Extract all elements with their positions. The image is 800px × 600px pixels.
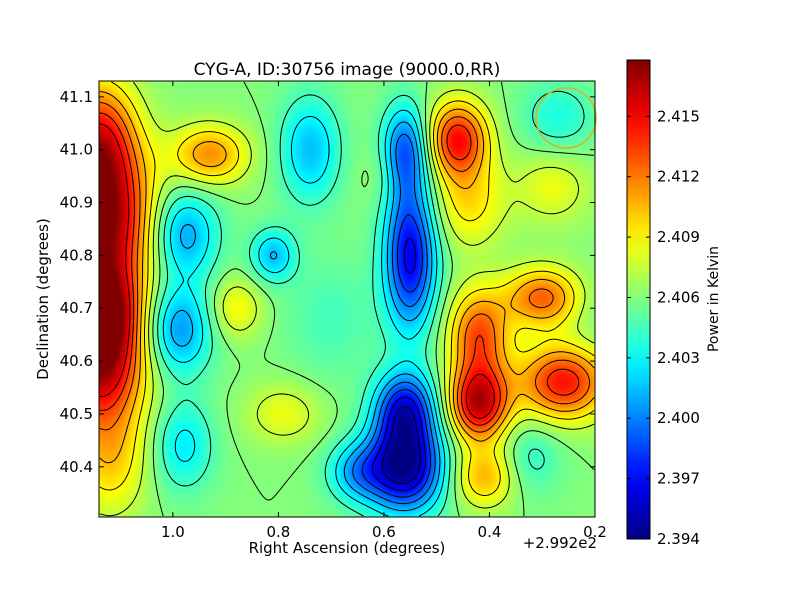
colorbar-label: Power in Kelvin bbox=[706, 246, 722, 352]
x-axis-label: Right Ascension (degrees) bbox=[249, 539, 446, 557]
contour-level-2 bbox=[361, 214, 431, 498]
heatmap-image bbox=[99, 81, 595, 517]
contour-level-8 bbox=[99, 81, 595, 517]
contour-level-3 bbox=[352, 133, 436, 505]
x-axis: 1.0 0.8 0.6 0.4 0.2 bbox=[161, 81, 607, 541]
colorbar-tick-label: 2.400 bbox=[657, 409, 700, 427]
contour-level-7 bbox=[152, 81, 595, 517]
colorbar-tick-label: 2.415 bbox=[657, 107, 700, 125]
y-tick-label: 40.5 bbox=[60, 405, 93, 423]
contour-level-5 bbox=[162, 109, 446, 517]
y-tick-label: 41.0 bbox=[60, 141, 93, 159]
plot-frame bbox=[98, 80, 596, 518]
y-tick-label: 40.7 bbox=[60, 299, 93, 317]
contour-level-11 bbox=[99, 102, 590, 433]
x-offset-label: +2.992e2 bbox=[523, 534, 597, 552]
x-tick-label: 1.0 bbox=[161, 523, 185, 541]
contour-level-1 bbox=[371, 238, 427, 492]
y-axis: 40.4 40.5 40.6 40.7 40.8 40.9 41.0 41.1 bbox=[60, 88, 595, 476]
contour-level-6 bbox=[157, 90, 585, 517]
x-tick-label: 0.4 bbox=[478, 523, 502, 541]
chart-title: CYG-A, ID:30756 image (9000.0,RR) bbox=[194, 60, 501, 80]
y-tick-label: 40.6 bbox=[60, 352, 93, 370]
x-tick-label: 0.2 bbox=[583, 523, 607, 541]
y-tick-label: 41.1 bbox=[60, 88, 93, 106]
contour-level-0 bbox=[381, 406, 421, 485]
colorbar-ticks: 2.394 2.397 2.400 2.403 2.406 2.409 2.412 2.415 bbox=[627, 107, 700, 548]
colorbar-tick-label: 2.397 bbox=[657, 470, 700, 488]
colorbar-tick-label: 2.403 bbox=[657, 349, 700, 367]
y-tick-label: 40.4 bbox=[60, 458, 93, 476]
x-tick-label: 0.8 bbox=[266, 523, 290, 541]
contour-lines bbox=[99, 81, 595, 517]
colorbar-gradient bbox=[626, 59, 651, 540]
colorbar-tick-label: 2.394 bbox=[657, 530, 700, 548]
beam-marker bbox=[535, 87, 597, 149]
x-tick-label: 0.6 bbox=[372, 523, 396, 541]
y-tick-label: 40.8 bbox=[60, 246, 93, 264]
colorbar-tick-label: 2.409 bbox=[657, 228, 700, 246]
contour-level-10 bbox=[99, 91, 595, 464]
colorbar-tick-label: 2.412 bbox=[657, 168, 700, 186]
contour-level-9 bbox=[99, 81, 595, 496]
y-tick-label: 40.9 bbox=[60, 194, 93, 212]
plot-area bbox=[98, 80, 597, 518]
colorbar-tick-label: 2.406 bbox=[657, 288, 700, 306]
colorbar: 2.394 2.397 2.400 2.403 2.406 2.409 2.412 2.415… bbox=[626, 59, 722, 548]
y-axis-label: Declination (degrees) bbox=[34, 218, 52, 380]
contour-level-12 bbox=[99, 112, 580, 426]
contour-level-4 bbox=[170, 121, 441, 512]
contour-level-13 bbox=[99, 123, 495, 419]
